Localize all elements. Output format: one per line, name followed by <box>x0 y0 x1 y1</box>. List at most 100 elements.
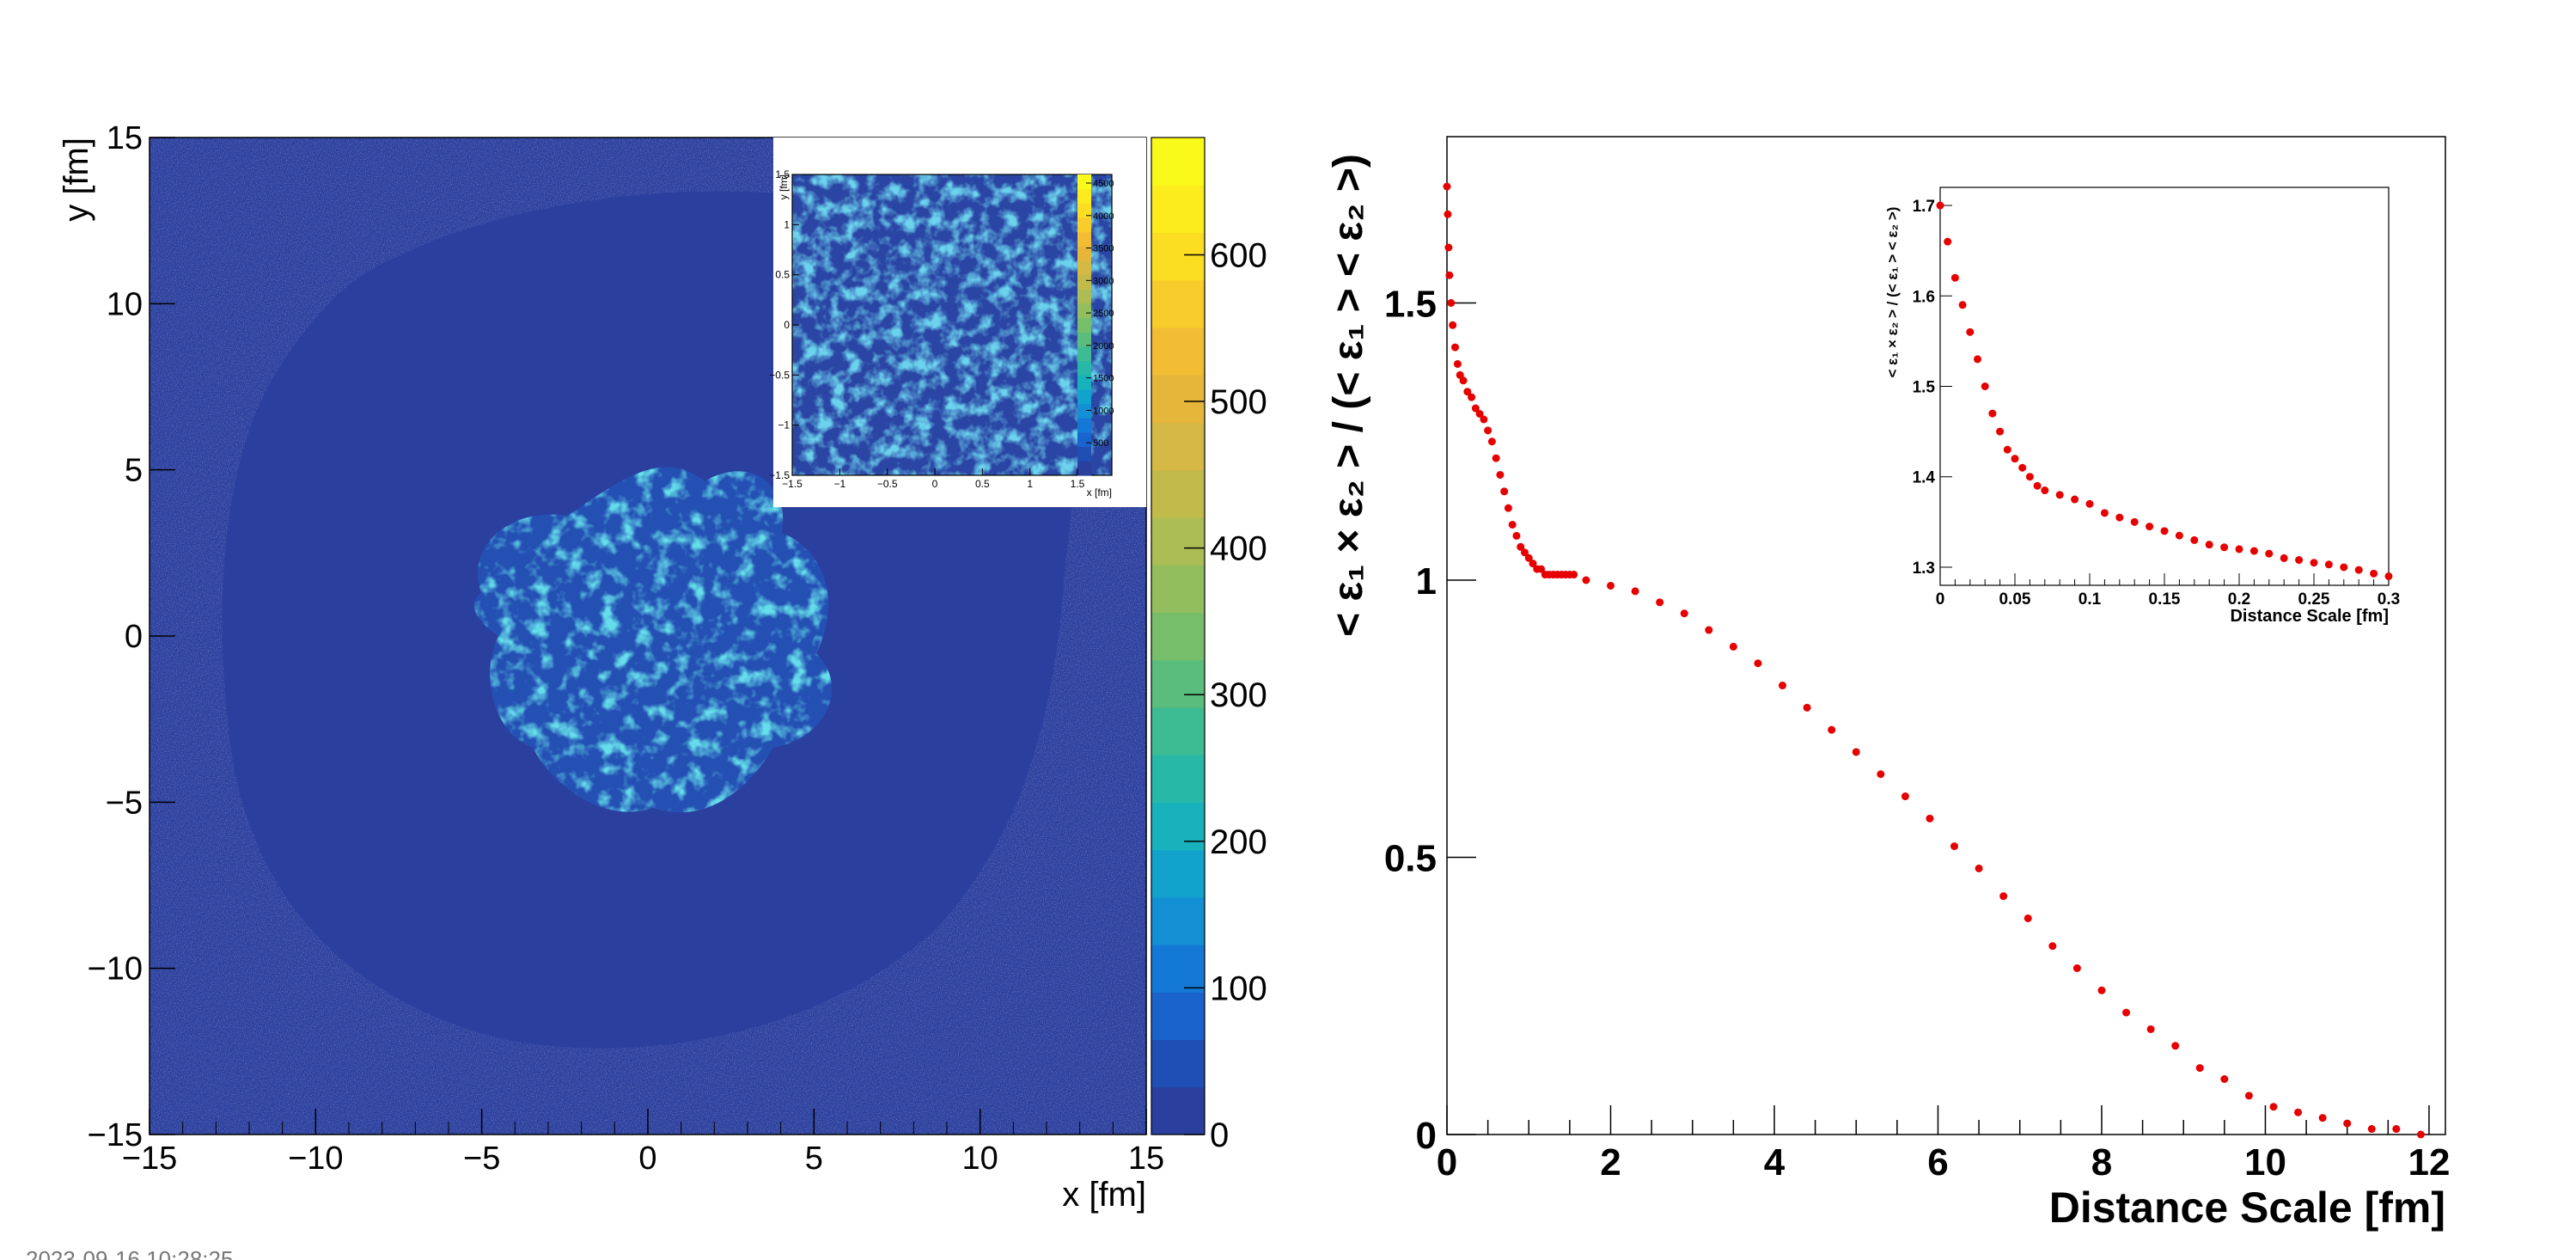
scatter-inset-x-tick-label: 0.1 <box>2079 590 2102 609</box>
colorbar-band <box>1151 422 1205 471</box>
colorbar-band <box>1151 469 1205 518</box>
colorbar-band <box>1151 375 1205 424</box>
scatter-point <box>1537 565 1546 573</box>
heatmap-inset-x-tick-label: 0.5 <box>975 478 990 490</box>
colorbar: 0 100 200 300 400 500 600 <box>1151 137 1267 1154</box>
scatter-point <box>1508 521 1517 529</box>
scatter-inset-y-tick-label: 1.3 <box>1913 560 1935 578</box>
scatter-inset: 0 0.05 0.1 0.15 0.2 0.25 0.3 1.3 1.4 1.5 1.6 1.7 D… <box>1884 187 2400 626</box>
scatter-point <box>1631 587 1639 596</box>
heatmap-inset-colorbar-tick-label: 3500 <box>1093 244 1114 254</box>
heatmap-inset-y-tick-label: 1 <box>784 218 790 230</box>
scatter-point <box>1975 864 1983 872</box>
scatter-inset-point <box>1936 201 1944 210</box>
scatter-inset-point <box>2295 556 2304 565</box>
scatter-inset-x-tick-label: 0.15 <box>2149 590 2181 609</box>
scatter-x-tick-label: 6 <box>1927 1141 1948 1184</box>
scatter-point <box>2392 1125 2401 1134</box>
colorbar-band <box>1151 755 1205 803</box>
scatter-inset-y-tick-label: 1.4 <box>1913 469 1936 487</box>
scatter-x-tick-label: 12 <box>2408 1141 2450 1184</box>
scatter-inset-y-tick-label: 1.7 <box>1913 198 1935 216</box>
heatmap-inset-colorbar-band <box>1077 203 1091 218</box>
heatmap-inset-colorbar-band <box>1077 432 1091 448</box>
scatter-inset-y-tick-label: 1.6 <box>1913 288 1935 306</box>
scatter-inset-y-label: < ε₁ × ε₂ > / (< ε₁ > < ε₂ >) <box>1884 207 1901 378</box>
heatmap-inset-x-tick-label: −1.5 <box>782 478 803 490</box>
colorbar-band <box>1151 517 1205 566</box>
scatter-point <box>1449 321 1457 329</box>
scatter-point <box>2195 1064 2204 1073</box>
scatter-inset-x-tick-label: 0.25 <box>2298 590 2330 609</box>
scatter-x-tick-label: 10 <box>2244 1141 2286 1184</box>
scatter-point <box>1512 531 1521 540</box>
scatter-x-axis: 0 2 4 6 8 10 12 <box>1437 1105 2450 1184</box>
heatmap-inset-colorbar-tick-label: 4000 <box>1093 211 1114 222</box>
scatter-inset-point <box>2146 523 2154 531</box>
heatmap-inset-x-axis: −1.5 −1 −0.5 0 0.5 1 1.5 <box>782 468 1085 490</box>
heatmap-y-tick-label: 15 <box>107 120 143 156</box>
colorbar-band <box>1151 1086 1205 1135</box>
colorbar-band <box>1151 612 1205 661</box>
scatter-point <box>2146 1025 2155 1033</box>
colorbar-band <box>1151 565 1205 613</box>
colorbar-tick-label: 200 <box>1210 823 1267 861</box>
scatter-inset-point <box>2085 499 2094 508</box>
scatter-point <box>1504 504 1512 512</box>
scatter-inset-x-tick-label: 0.05 <box>1999 590 2031 609</box>
scatter-point <box>1754 659 1762 668</box>
heatmap-inset-texture <box>792 174 1112 475</box>
scatter-point <box>1459 376 1468 385</box>
scatter-point <box>2367 1125 2376 1134</box>
heatmap-inset-y-tick-label: −1.5 <box>769 469 790 481</box>
scatter-point <box>1443 182 1451 191</box>
scatter-inset-point <box>2071 495 2079 504</box>
timestamp-footer: 2023-09-16 10:28:25 <box>26 1246 234 1260</box>
colorbar-tick-label: 300 <box>1210 676 1267 714</box>
heatmap-inset-colorbar-band <box>1077 246 1091 261</box>
scatter-inset-x-label: Distance Scale [fm] <box>2230 607 2389 626</box>
scatter-inset-point <box>2100 509 2109 517</box>
scatter-inset-point <box>2249 547 2258 555</box>
scatter-point <box>1901 792 1909 801</box>
scatter-y-label: < ε₁ × ε₂ > / (< ε₁ > < ε₂ >) <box>1326 154 1371 637</box>
scatter-point <box>1529 560 1537 568</box>
scatter-point <box>2343 1119 2352 1128</box>
scatter-inset-point <box>1944 237 1952 246</box>
colorbar-frame <box>1151 137 1206 1135</box>
heatmap-inset-colorbar-tick-label: 1500 <box>1093 374 1114 384</box>
scatter-inset-point <box>1950 273 1959 282</box>
scatter-inset-point <box>2310 559 2318 567</box>
heatmap-y-tick-label: 0 <box>125 619 143 655</box>
colorbar-band <box>1151 849 1205 898</box>
colorbar-band <box>1151 1039 1205 1088</box>
scatter-x-tick-label: 4 <box>1764 1141 1785 1184</box>
scatter-point <box>1480 415 1488 424</box>
scatter-point <box>1926 814 1934 823</box>
scatter-inset-point <box>2370 569 2378 578</box>
heatmap-x-tick-label: −15 <box>122 1141 177 1177</box>
colorbar-band <box>1151 992 1205 1041</box>
heatmap-inset-colorbar-band <box>1077 231 1091 247</box>
scatter-inset-point <box>2025 473 2034 481</box>
scatter-inset-point <box>1988 409 1997 418</box>
scatter-y-tick-label: 1.5 <box>1384 284 1437 326</box>
heatmap-y-axis: −15 −10 −5 0 5 10 15 <box>88 120 175 1153</box>
scatter-inset-point <box>2041 486 2049 495</box>
heatmap-inset-colorbar-tick-label: 500 <box>1093 438 1108 449</box>
scatter-point <box>2318 1114 2327 1122</box>
heatmap-inset-y-tick-label: 0.5 <box>775 269 790 281</box>
colorbar-band <box>1151 327 1205 376</box>
heatmap-inset-x-tick-label: −1 <box>833 478 845 490</box>
scatter-point <box>1999 892 2008 901</box>
scatter-x-tick-label: 2 <box>1600 1141 1621 1184</box>
scatter-point <box>1606 581 1615 590</box>
colorbar-band <box>1151 185 1205 234</box>
scatter-point <box>1828 725 1836 734</box>
scatter-point <box>2269 1103 2278 1111</box>
scatter-inset-point <box>2055 491 2064 499</box>
scatter-y-tick-label: 1 <box>1416 560 1437 602</box>
scatter-point <box>1484 426 1492 435</box>
scatter-inset-x-tick-label: 0.2 <box>2228 590 2250 609</box>
scatter-panel: 0 2 4 6 8 10 12 0 0.5 1 1.5 Distance Scale [fm] <… <box>1326 136 2450 1232</box>
